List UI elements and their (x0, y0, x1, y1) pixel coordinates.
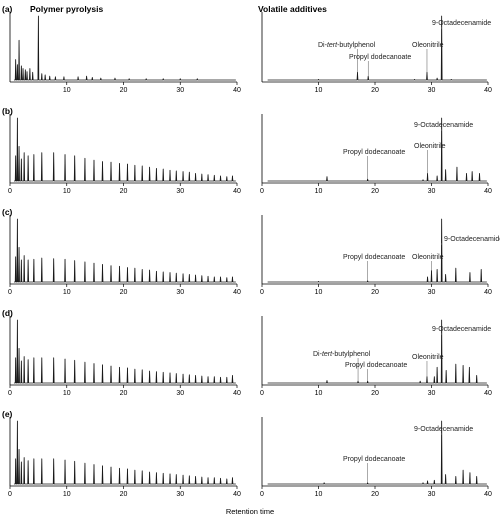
chart-panel: 0 10 20 30 40 (8, 215, 241, 296)
x-tick-label: 40 (233, 390, 241, 397)
chart-panel: 10 20 30 40 (9, 12, 241, 94)
x-tick-label: 10 (315, 87, 323, 94)
chart-panel: 0 10 20 30 40 Propyl dodecanoate 9-Octadecenam… (260, 417, 492, 498)
peak-annotation: 9-Octadecenamide (414, 426, 473, 433)
x-tick-label: 40 (484, 491, 492, 498)
panels-group: (a) (b) (c) (d) (e) 10 20 30 40 10 20 30 40 Di-tert-b… (2, 4, 500, 498)
x-tick-label: 0 (8, 289, 12, 296)
x-tick-label: 0 (260, 491, 264, 498)
chart-panel: 0 10 20 30 40 (8, 417, 241, 498)
x-tick-label: 40 (233, 491, 241, 498)
x-tick-label: 40 (484, 87, 492, 94)
x-tick-label: 20 (120, 289, 128, 296)
x-tick-label: 40 (484, 289, 492, 296)
peak-annotation: 9-Octadecenamide (444, 236, 500, 243)
panel-label: (b) (2, 106, 13, 116)
chromatogram-trace (13, 319, 236, 384)
peak-annotation: Oleonitrile (414, 143, 446, 150)
x-tick-label: 20 (371, 87, 379, 94)
x-tick-label: 30 (428, 390, 436, 397)
x-tick-label: 40 (484, 188, 492, 195)
x-tick-label: 30 (428, 188, 436, 195)
peak-annotation: 9-Octadecenamide (432, 326, 491, 333)
chart-panel: 0 10 20 30 40 Propyl dodecanoate Oleonitrile 9-… (260, 114, 492, 195)
x-tick-label: 10 (63, 289, 71, 296)
x-tick-label: 40 (233, 188, 241, 195)
peak-annotation: Oleonitrile (412, 254, 444, 261)
peak-annotation: Oleonitrile (412, 354, 444, 361)
x-tick-label: 40 (233, 289, 241, 296)
x-tick-label: 20 (371, 390, 379, 397)
x-tick-label: 0 (260, 188, 264, 195)
chart-panel: 0 10 20 30 40 (8, 114, 241, 195)
chromatogram-trace (13, 117, 236, 182)
x-tick-label: 30 (176, 188, 184, 195)
x-tick-label: 20 (120, 188, 128, 195)
peak-annotation: Propyl dodecanoate (343, 149, 405, 156)
x-tick-label: 20 (120, 87, 128, 94)
x-tick-label: 10 (315, 491, 323, 498)
peak-annotation: Di-tert-butylphenol (318, 42, 376, 49)
peak-annotation: Propyl dodecanoate (345, 362, 407, 369)
x-tick-label: 10 (315, 289, 323, 296)
x-tick-label: 40 (233, 87, 241, 94)
panel-label: (d) (2, 308, 13, 318)
peak-annotation: Propyl dodecanoate (343, 456, 405, 463)
peak-annotation: 9-Octadecenamide (414, 122, 473, 129)
peak-annotation: Oleonitrile (412, 42, 444, 49)
x-tick-label: 10 (63, 491, 71, 498)
x-tick-label: 20 (120, 390, 128, 397)
x-tick-label: 20 (120, 491, 128, 498)
chart-panel: 10 20 30 40 Di-tert-butylphenol Propyl dodeca… (261, 12, 492, 94)
x-tick-label: 0 (8, 188, 12, 195)
chromatogram-trace (13, 420, 236, 485)
x-tick-label: 30 (176, 491, 184, 498)
chart-panel: 0 10 20 30 40 Di-tert-butylphenol Propyl dodec… (260, 316, 492, 397)
x-tick-label: 30 (176, 390, 184, 397)
x-tick-label: 10 (63, 188, 71, 195)
x-tick-label: 10 (63, 390, 71, 397)
chart-panel: 0 10 20 30 40 Propyl dodecanoate Oleonitrile 9-… (260, 215, 500, 296)
x-tick-label: 10 (315, 390, 323, 397)
chromatogram-trace (267, 218, 487, 283)
panel-label: (e) (2, 409, 13, 419)
x-tick-label: 30 (176, 87, 184, 94)
x-tick-label: 40 (484, 390, 492, 397)
x-tick-label: 0 (260, 289, 264, 296)
chart-panel: 0 10 20 30 40 (8, 316, 241, 397)
chromatogram-trace (267, 15, 487, 81)
x-tick-label: 20 (371, 491, 379, 498)
x-axis-label: Retention time (226, 507, 274, 516)
right-column-title: Volatile additives (258, 4, 327, 14)
chromatogram-trace (13, 218, 236, 283)
x-tick-label: 30 (428, 491, 436, 498)
x-tick-label: 30 (428, 87, 436, 94)
left-column-title: Polymer pyrolysis (30, 4, 104, 14)
x-tick-label: 0 (8, 491, 12, 498)
x-tick-label: 0 (8, 390, 12, 397)
peak-annotation: Di-tert-butylphenol (313, 351, 371, 358)
x-tick-label: 20 (371, 188, 379, 195)
x-tick-label: 0 (260, 390, 264, 397)
x-tick-label: 20 (371, 289, 379, 296)
peak-annotation: 9-Octadecenamide (432, 20, 491, 27)
peak-annotation: Propyl dodecanoate (349, 54, 411, 61)
x-tick-label: 30 (428, 289, 436, 296)
chromatogram-trace (13, 15, 236, 81)
peak-annotation: Propyl dodecanoate (343, 254, 405, 261)
panel-label: (c) (2, 207, 13, 217)
x-tick-label: 10 (63, 87, 71, 94)
panel-label: (a) (2, 4, 13, 14)
x-tick-label: 10 (315, 188, 323, 195)
x-tick-label: 30 (176, 289, 184, 296)
